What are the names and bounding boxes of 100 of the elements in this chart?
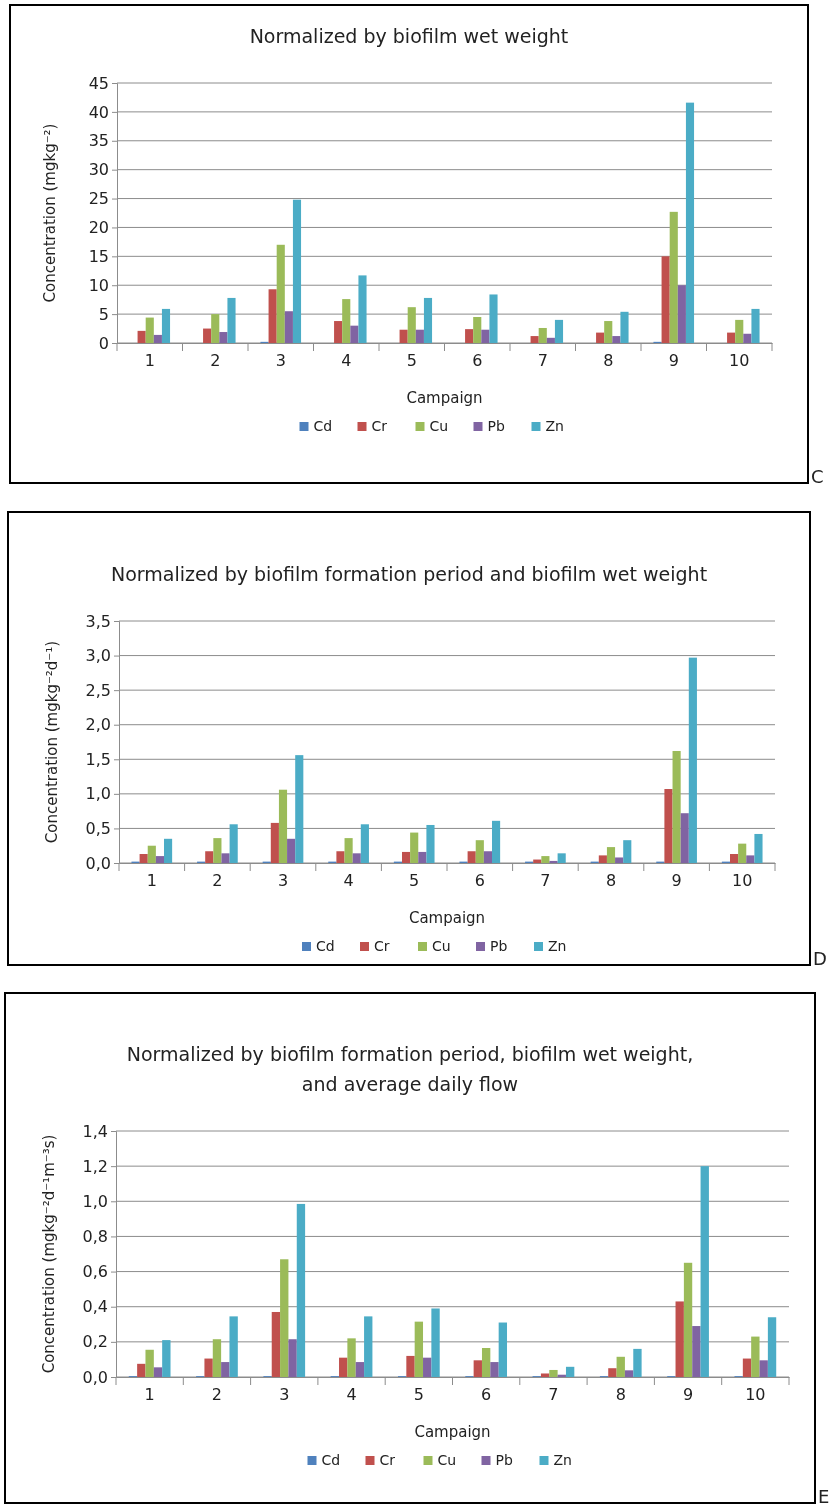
x-tick-label: 10 [745,1385,766,1405]
bar [347,1338,356,1377]
bar [620,311,629,343]
y-tick-label: 0,8 [82,1227,108,1247]
x-tick-label: 6 [472,351,483,371]
bar [549,860,558,863]
x-tick-label: 4 [346,1385,357,1405]
bar [339,1357,348,1377]
y-axis-title: Concentration (mgkg⁻²d⁻¹m⁻³s) [40,1134,58,1374]
y-tick-label: 35 [88,131,109,151]
bar [431,1308,440,1377]
legend-label: Pb [487,418,505,434]
bar [700,1166,709,1377]
bar [418,851,427,863]
legend-label: Cr [379,1452,396,1468]
bar [406,1355,415,1377]
bar [475,840,484,863]
bar [606,847,616,863]
x-tick-label: 6 [481,1385,492,1405]
bar [677,285,686,343]
bar [221,1362,230,1377]
bar [415,329,424,343]
bar [219,332,228,343]
y-tick-label: 0,0 [82,1367,108,1387]
bar [229,824,238,863]
x-tick-label: 8 [605,871,617,891]
x-tick-label: 7 [548,1385,559,1405]
x-tick-label: 9 [668,351,679,371]
bar [743,333,752,343]
bar [137,330,146,343]
bar [615,857,624,863]
y-tick-label: 3,0 [85,646,111,666]
legend-label: Cu [437,1452,457,1468]
x-tick-label: 5 [409,871,420,891]
x-tick-label: 3 [279,1385,290,1405]
x-tick-label: 1 [144,1385,155,1405]
legend-label: Zn [553,1452,572,1468]
chart-title: Normalized by biofilm formation period, biofilm wet weight, and average daily flow [126,1043,694,1095]
y-tick-label: 2,0 [85,715,111,735]
x-tick-label: 5 [406,351,417,371]
bar [530,336,539,343]
y-tick-label: 3,5 [85,611,111,631]
y-tick-label: 1,2 [82,1156,108,1176]
bar [624,1370,634,1377]
x-tick-label: 2 [212,871,223,891]
bar [549,1369,558,1377]
y-tick-label: 10 [88,275,109,295]
bar [407,307,416,343]
bar [423,1357,432,1377]
legend-label: Cr [374,938,390,954]
x-axis-title: Campaign [414,1423,491,1441]
bar [481,1348,491,1377]
bar [661,256,670,343]
bar [145,1349,154,1377]
bar [402,851,411,863]
bar [288,1339,297,1377]
x-tick-label: 2 [211,1385,223,1405]
bar [751,308,760,343]
bar [664,789,673,863]
bar [284,311,293,343]
legend-label: Cr [371,418,388,434]
bar [360,824,369,863]
bar [342,299,351,343]
bar [344,838,353,863]
bar [481,329,490,343]
x-tick-label: 10 [729,351,750,371]
bar [292,199,302,343]
x-tick-label: 3 [277,871,289,891]
y-tick-label: 0,2 [82,1332,108,1352]
legend-label: Zn [545,418,564,434]
legend-label: Cd [316,938,335,954]
bar [410,832,419,863]
legend-label: Cd [321,1452,341,1468]
bar [754,833,763,863]
bar [358,275,367,343]
bar [688,657,697,863]
y-tick-label: 20 [88,218,109,238]
bar [399,329,408,343]
bar [139,854,148,863]
bar [155,856,164,863]
bar [608,1368,617,1377]
bar [211,314,220,343]
bar [213,838,222,863]
chart-title: Normalized by biofilm wet weight [249,25,569,47]
y-tick-label: 0,6 [82,1262,108,1282]
bar [334,321,343,343]
bar [137,1363,146,1377]
bar [675,1301,684,1377]
bar [598,855,607,863]
text: C [811,466,824,487]
text: E [818,1486,829,1505]
y-tick-label: 5 [98,304,109,324]
bar [203,328,212,343]
bar [271,1311,281,1377]
x-tick-label: 10 [732,871,753,891]
y-tick-label: 25 [88,189,109,209]
x-tick-label: 4 [343,871,354,891]
bar [489,294,498,343]
legend-label: Zn [548,938,567,954]
bar [490,1362,499,1377]
